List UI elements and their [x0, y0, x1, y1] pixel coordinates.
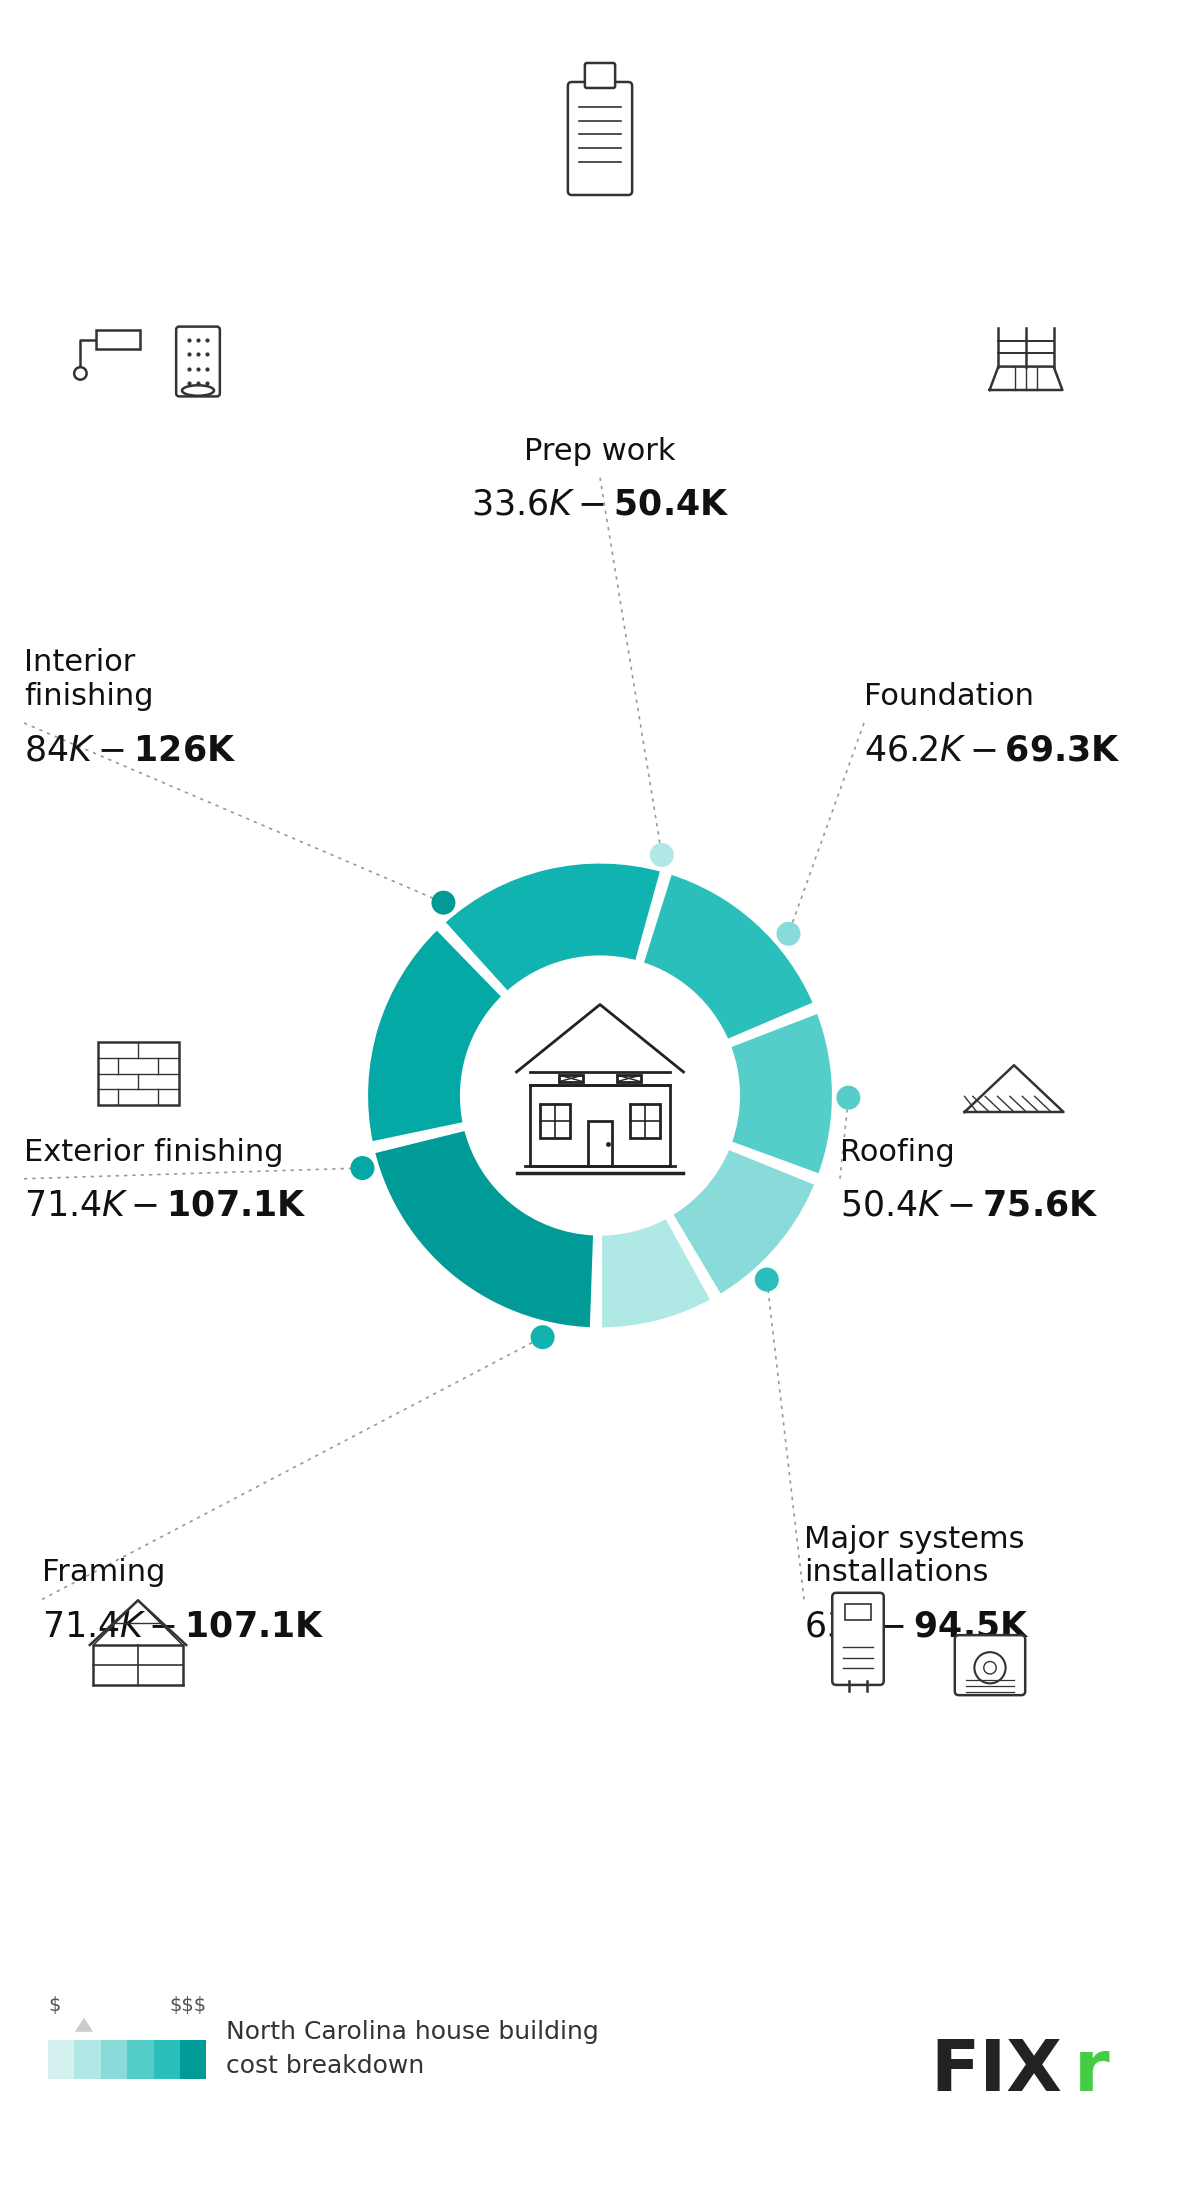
Bar	[127, 2040, 154, 2079]
Bar	[845, 1604, 871, 1619]
Text: $71.4K - $107.1K: $71.4K - $107.1K	[24, 1190, 307, 1223]
Bar	[630, 1104, 660, 1139]
Text: Major systems
installations: Major systems installations	[804, 1525, 1025, 1588]
Bar	[48, 2040, 74, 2079]
Bar	[617, 1076, 641, 1082]
Text: $: $	[48, 1996, 60, 2016]
Text: North Carolina house building
cost breakdown: North Carolina house building cost break…	[227, 2020, 599, 2077]
Bar	[540, 1104, 570, 1139]
Text: Foundation: Foundation	[864, 681, 1034, 712]
Wedge shape	[600, 1216, 713, 1330]
FancyBboxPatch shape	[584, 64, 616, 88]
FancyBboxPatch shape	[955, 1634, 1025, 1696]
Bar	[154, 2040, 180, 2079]
Text: $33.6K - $50.4K: $33.6K - $50.4K	[470, 489, 730, 521]
Circle shape	[650, 844, 674, 868]
FancyBboxPatch shape	[833, 1593, 883, 1685]
Circle shape	[350, 1157, 374, 1181]
Circle shape	[974, 1652, 1006, 1683]
Ellipse shape	[182, 386, 214, 397]
Bar	[588, 1122, 612, 1166]
Text: Exterior finishing: Exterior finishing	[24, 1137, 283, 1168]
Text: $46.2K - $69.3K: $46.2K - $69.3K	[864, 734, 1121, 767]
Circle shape	[432, 892, 456, 914]
Text: Framing: Framing	[42, 1558, 166, 1588]
Bar	[96, 329, 140, 351]
Text: $84K - $126K: $84K - $126K	[24, 734, 236, 767]
Wedge shape	[373, 1128, 595, 1330]
Circle shape	[776, 922, 800, 947]
Bar	[530, 1085, 670, 1166]
Wedge shape	[728, 1012, 834, 1177]
Text: FIX: FIX	[930, 2038, 1062, 2106]
Wedge shape	[671, 1148, 817, 1297]
FancyBboxPatch shape	[176, 326, 220, 397]
Bar	[180, 2040, 206, 2079]
Bar	[559, 1076, 583, 1082]
Bar	[97, 1043, 179, 1104]
Wedge shape	[642, 872, 815, 1041]
FancyBboxPatch shape	[568, 81, 632, 195]
Circle shape	[74, 368, 86, 379]
Text: Prep work: Prep work	[524, 436, 676, 467]
Text: $50.4K - $75.6K: $50.4K - $75.6K	[840, 1190, 1098, 1223]
Text: $71.4K - $107.1K: $71.4K - $107.1K	[42, 1610, 325, 1643]
Wedge shape	[366, 927, 504, 1144]
Polygon shape	[965, 1065, 1063, 1113]
Text: Interior
finishing: Interior finishing	[24, 649, 154, 712]
Text: $63K - $94.5K: $63K - $94.5K	[804, 1610, 1030, 1643]
Circle shape	[755, 1269, 779, 1290]
Polygon shape	[990, 366, 1062, 390]
Bar	[101, 2040, 127, 2079]
Text: Roofing: Roofing	[840, 1137, 955, 1168]
Bar	[74, 2040, 101, 2079]
Text: $$$: $$$	[169, 1996, 206, 2016]
Circle shape	[530, 1326, 554, 1350]
Wedge shape	[443, 861, 662, 993]
Circle shape	[836, 1087, 860, 1109]
Polygon shape	[74, 2018, 94, 2031]
Circle shape	[984, 1661, 996, 1674]
Text: r: r	[1074, 2038, 1110, 2106]
